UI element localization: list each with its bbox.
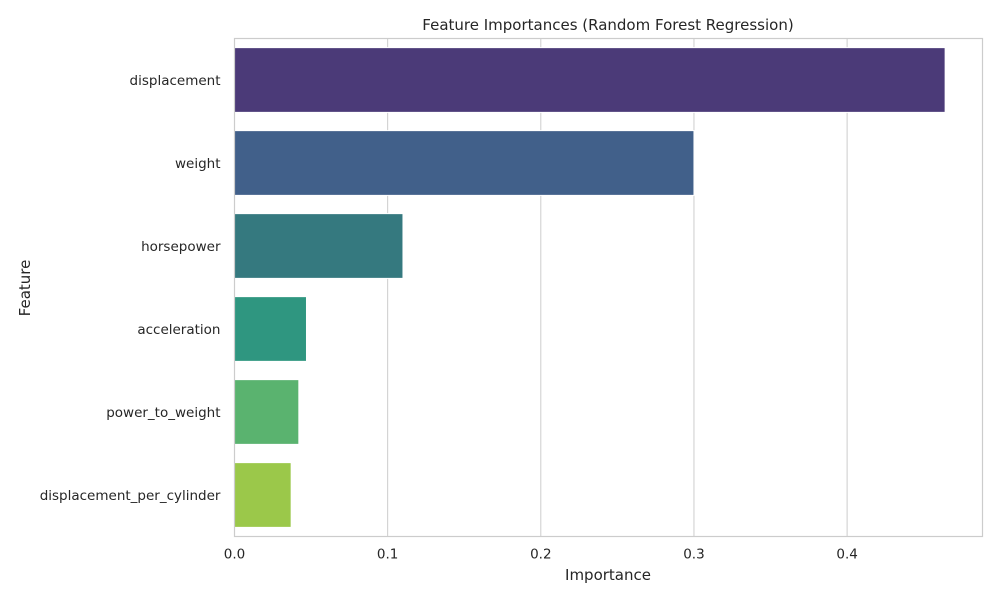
y-tick-label: horsepower [141,239,221,255]
bar-power-to-weight [234,379,300,445]
bar-weight [234,130,695,196]
y-tick-label: acceleration [137,322,220,338]
x-tick-label: 0.0 [224,547,245,563]
x-tick-labels: 0.0 0.1 0.2 0.3 0.4 [224,547,858,563]
y-tick-label: power_to_weight [106,405,220,421]
bar-displacement [234,47,946,113]
x-tick-label: 0.2 [530,547,551,563]
x-tick-label: 0.1 [377,547,398,563]
x-axis-label: Importance [565,566,651,584]
x-tick-label: 0.3 [683,547,704,563]
plot-area-frame [233,37,984,538]
y-axis-label: Feature [16,260,34,317]
x-tick-label: 0.4 [836,547,857,563]
bar-acceleration [234,296,307,362]
bar-horsepower [234,213,404,279]
y-tick-label: weight [175,156,221,172]
bars [234,47,946,528]
y-tick-label: displacement_per_cylinder [40,488,221,504]
y-tick-label: displacement [130,73,221,89]
chart-title: Feature Importances (Random Forest Regre… [422,16,793,34]
vertical-gridlines [234,38,848,537]
bar-displacement-per-cylinder [234,462,292,528]
y-tick-labels: displacement weight horsepower acceleration… [40,73,221,504]
